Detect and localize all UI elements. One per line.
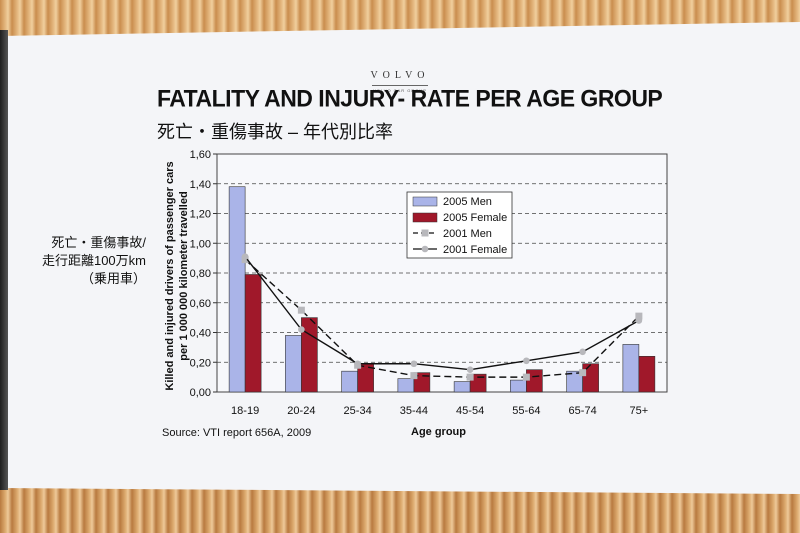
volvo-logo: VOLVO bbox=[370, 70, 430, 81]
legend-marker bbox=[421, 229, 429, 237]
line-marker bbox=[410, 372, 418, 380]
bar bbox=[622, 344, 640, 393]
line-marker bbox=[466, 366, 474, 373]
x-tick-label: 35-44 bbox=[400, 405, 428, 417]
bar bbox=[582, 363, 599, 393]
bar bbox=[285, 335, 302, 393]
bar bbox=[526, 369, 543, 393]
legend-label: 2005 Female bbox=[443, 212, 507, 224]
bar bbox=[413, 372, 431, 393]
y-tick-label: 0,20 bbox=[190, 357, 211, 369]
bar bbox=[397, 378, 415, 393]
line-marker bbox=[297, 306, 305, 314]
x-tick-label: 75+ bbox=[630, 405, 649, 417]
line-marker bbox=[410, 360, 418, 368]
x-tick-label: 65-74 bbox=[569, 405, 597, 417]
x-tick-label: 20-24 bbox=[287, 405, 315, 417]
legend-label: 2001 Female bbox=[443, 244, 507, 256]
legend-label: 2005 Men bbox=[443, 196, 492, 208]
legend-marker bbox=[421, 245, 429, 253]
y-tick-label: 0,40 bbox=[190, 328, 211, 340]
line-marker bbox=[466, 373, 474, 381]
line-marker bbox=[523, 357, 530, 365]
volvo-logo-sub: VOLVO CAR GROUP bbox=[373, 88, 427, 93]
line-marker bbox=[579, 348, 586, 356]
y-tick-label: 0,00 bbox=[190, 387, 211, 399]
logo-divider bbox=[372, 85, 428, 86]
line-marker bbox=[298, 326, 305, 333]
bar bbox=[244, 274, 262, 393]
bar bbox=[453, 381, 471, 393]
bar bbox=[469, 373, 487, 393]
line-marker bbox=[354, 360, 361, 368]
legend-swatch bbox=[412, 212, 438, 223]
x-tick-label: 18-19 bbox=[231, 405, 259, 417]
screen-edge bbox=[0, 30, 8, 490]
bar bbox=[341, 370, 358, 393]
bar bbox=[510, 379, 527, 393]
line-marker bbox=[241, 253, 249, 260]
line-marker bbox=[635, 317, 643, 324]
y-tick-label: 0,80 bbox=[190, 268, 211, 280]
slide-title: FATALITY AND INJURY- RATE PER AGE GROUP bbox=[157, 84, 663, 112]
side-label-line-3: （乗用車） bbox=[80, 271, 146, 286]
source-note: Source: VTI report 656A, 2009 bbox=[162, 427, 312, 439]
series-line bbox=[244, 259, 640, 378]
x-tick-label: 25-34 bbox=[344, 405, 372, 417]
y-tick-label: 0,60 bbox=[190, 298, 211, 310]
y-tick-label: 1,00 bbox=[190, 238, 211, 250]
side-label-line-1: 死亡・重傷事故/ bbox=[51, 235, 146, 250]
legend-label: 2001 Men bbox=[443, 228, 492, 240]
y-tick-label: 1,40 bbox=[190, 179, 211, 191]
line-marker bbox=[522, 373, 530, 381]
japanese-axis-label: 死亡・重傷事故/ 走行距離100万km （乗用車） bbox=[28, 234, 146, 288]
legend-swatch bbox=[412, 196, 438, 207]
line-marker bbox=[635, 312, 643, 320]
x-axis-label: Age group bbox=[411, 426, 466, 438]
slide-subtitle: 死亡・重傷事故 – 年代別比率 bbox=[157, 122, 394, 142]
x-tick-label: 55-64 bbox=[512, 405, 540, 417]
x-tick-label: 45-54 bbox=[456, 405, 484, 417]
bar bbox=[228, 186, 246, 393]
side-label-line-2: 走行距離100万km bbox=[41, 253, 146, 268]
series-line bbox=[244, 256, 640, 371]
wood-wall-bottom bbox=[0, 488, 800, 533]
y-tick-label: 1,60 bbox=[190, 149, 211, 161]
bar bbox=[638, 355, 656, 393]
line-marker bbox=[579, 369, 587, 377]
y-tick-label: 1,20 bbox=[190, 209, 211, 221]
